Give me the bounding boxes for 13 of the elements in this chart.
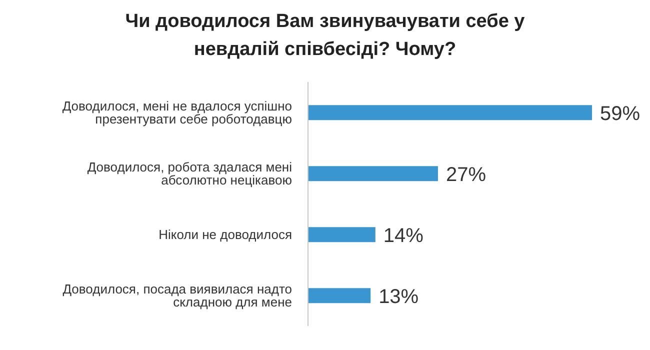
chart-title: Чи доводилося Вам звинувачувати себе у невдалій співбесіді? Чому? xyxy=(124,10,526,62)
y-tick-label: Ніколи не доводилося xyxy=(158,227,292,242)
bar xyxy=(308,105,592,120)
data-label: 14% xyxy=(383,224,424,247)
y-tick-label: Доводилося, мені не вдалося успішно презентувати себе роботодавцю xyxy=(62,98,292,127)
y-tick-label: Доводилося, посада виявилася надто складною для мене xyxy=(62,282,292,310)
bar xyxy=(308,227,376,242)
bar xyxy=(308,166,438,182)
bar xyxy=(308,288,371,304)
data-label: 59% xyxy=(600,102,640,125)
y-tick-label: Доводилося, робота здалася мені абсолютно нецікавою xyxy=(87,160,292,188)
data-label: 13% xyxy=(378,286,419,308)
data-label: 27% xyxy=(446,164,486,186)
